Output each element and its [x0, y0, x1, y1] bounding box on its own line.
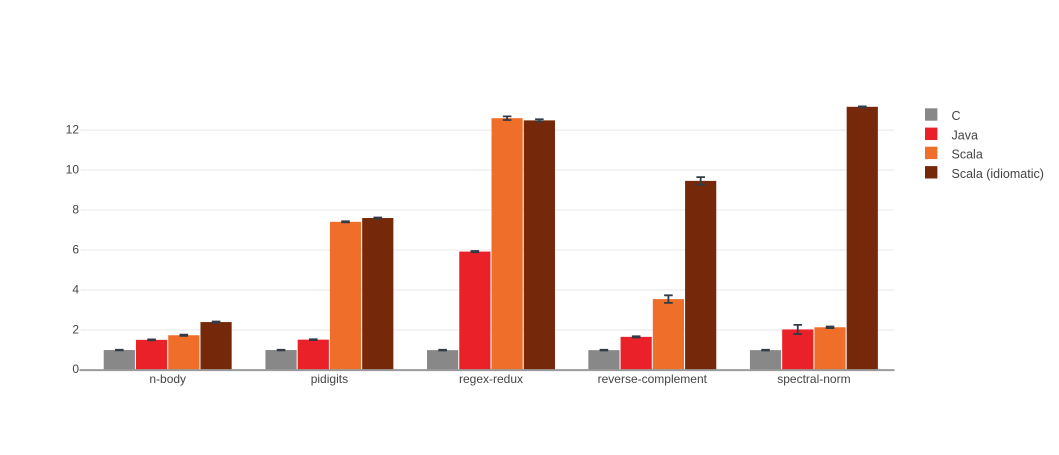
svg-text:2: 2 — [72, 322, 79, 336]
svg-text:Scala (idiomatic): Scala (idiomatic) — [952, 167, 1044, 181]
svg-text:4: 4 — [72, 282, 79, 296]
svg-text:Scala: Scala — [952, 148, 983, 162]
svg-text:10: 10 — [66, 163, 80, 177]
svg-text:pidigits: pidigits — [311, 372, 348, 386]
svg-text:regex-redux: regex-redux — [459, 372, 523, 386]
svg-text:C: C — [952, 109, 961, 123]
svg-text:Java: Java — [952, 129, 978, 143]
svg-text:spectral-norm: spectral-norm — [777, 372, 850, 386]
svg-text:n-body: n-body — [149, 372, 186, 386]
svg-text:reverse-complement: reverse-complement — [598, 372, 708, 386]
svg-text:0: 0 — [72, 362, 79, 376]
svg-text:8: 8 — [72, 202, 79, 216]
svg-text:12: 12 — [66, 123, 80, 137]
svg-text:6: 6 — [72, 242, 79, 256]
